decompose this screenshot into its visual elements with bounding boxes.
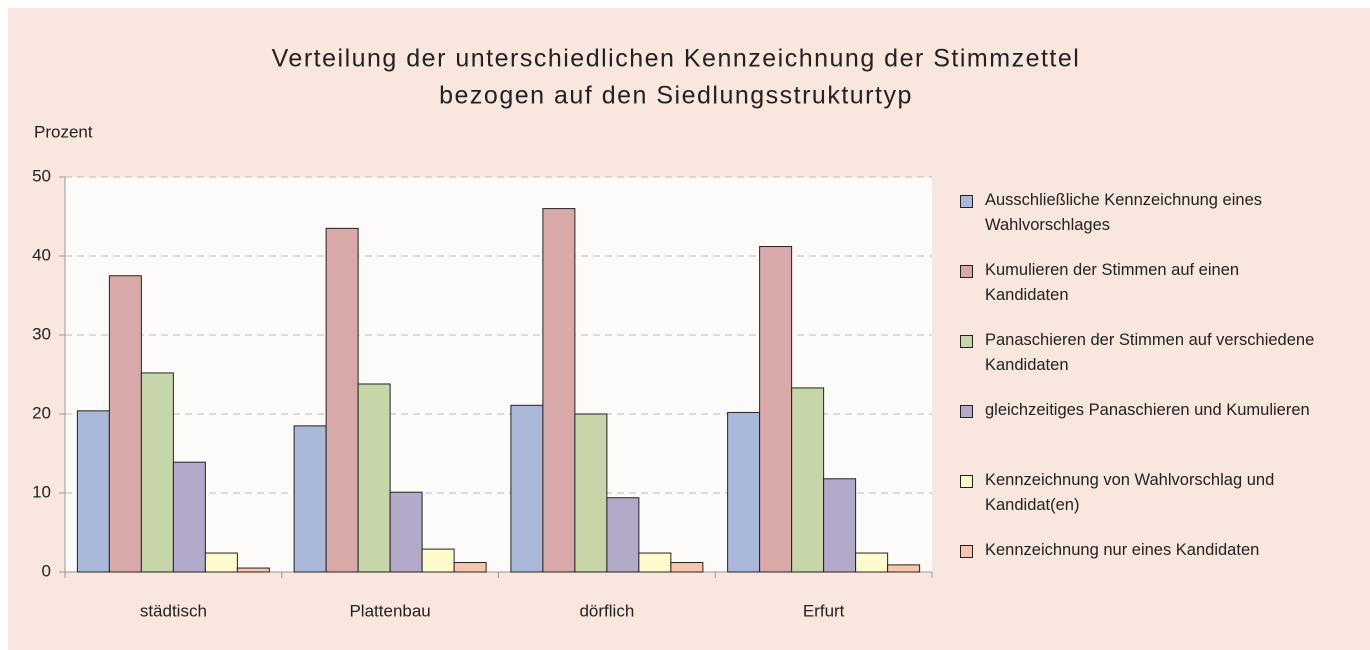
bar — [759, 246, 793, 573]
x-tick-label: städtisch — [140, 601, 207, 620]
bar — [727, 411, 761, 573]
bar — [108, 275, 142, 573]
bar — [823, 478, 857, 573]
bar — [791, 387, 825, 573]
y-tick-label: 10 — [32, 482, 51, 501]
legend-entry: gleichzeitiges Panaschieren und Kumulier… — [960, 398, 1315, 468]
legend-label: Kumulieren der Stimmen auf einen Kandida… — [985, 261, 1240, 304]
bar — [236, 567, 270, 573]
legend-swatch — [960, 405, 973, 418]
bar — [76, 410, 110, 573]
chart-title: Verteilung der unterschiedlichen Kennzei… — [272, 45, 1081, 73]
x-tick-label: dörflich — [579, 601, 634, 620]
legend-entry: Ausschließliche Kennzeichnung eines Wahl… — [960, 188, 1315, 258]
legend-entry: Kennzeichnung nur eines Kandidaten — [960, 538, 1315, 608]
bar — [421, 548, 455, 573]
legend-swatch — [960, 265, 973, 278]
legend-entry: Kumulieren der Stimmen auf einen Kandida… — [960, 258, 1315, 328]
bar — [453, 562, 487, 573]
chart-background: Verteilung der unterschiedlichen Kennzei… — [8, 8, 1370, 650]
bar — [638, 552, 672, 573]
bar — [606, 497, 640, 573]
legend: Ausschließliche Kennzeichnung eines Wahl… — [960, 188, 1360, 608]
bar — [542, 208, 576, 573]
legend-swatch — [960, 475, 973, 488]
chart-title: bezogen auf den Siedlungsstrukturtyp — [439, 82, 913, 110]
x-tick-label: Plattenbau — [349, 601, 430, 620]
legend-swatch — [960, 195, 973, 208]
bar — [172, 461, 206, 573]
bar — [887, 564, 921, 573]
bar — [855, 552, 889, 573]
bar — [357, 383, 391, 573]
y-tick-label: 20 — [32, 403, 51, 422]
legend-label: gleichzeitiges Panaschieren und Kumulier… — [985, 401, 1310, 419]
bar — [204, 552, 238, 573]
y-axis-label: Prozent — [34, 122, 93, 141]
legend-swatch — [960, 335, 973, 348]
legend-label: Panaschieren der Stimmen auf verschieden… — [985, 331, 1315, 374]
legend-label: Kennzeichnung nur eines Kandidaten — [985, 541, 1260, 559]
legend-label: Kennzeichnung von Wahlvorschlag und Kand… — [985, 471, 1275, 514]
chart: Verteilung der unterschiedlichen Kennzei… — [32, 45, 1081, 621]
bar — [140, 372, 174, 573]
bar — [293, 425, 327, 573]
legend-swatch — [960, 545, 973, 558]
y-tick-label: 30 — [32, 324, 51, 343]
legend-label: Ausschließliche Kennzeichnung eines Wahl… — [985, 191, 1263, 234]
bar — [389, 491, 423, 573]
bar — [325, 227, 359, 573]
bar — [574, 413, 608, 573]
bar — [510, 404, 544, 573]
y-tick-label: 50 — [32, 166, 51, 185]
y-tick-label: 40 — [32, 245, 51, 264]
legend-entry: Kennzeichnung von Wahlvorschlag und Kand… — [960, 468, 1315, 538]
bar — [670, 562, 704, 573]
x-tick-label: Erfurt — [803, 601, 845, 620]
legend-entry: Panaschieren der Stimmen auf verschieden… — [960, 328, 1315, 398]
y-tick-label: 0 — [42, 561, 51, 580]
